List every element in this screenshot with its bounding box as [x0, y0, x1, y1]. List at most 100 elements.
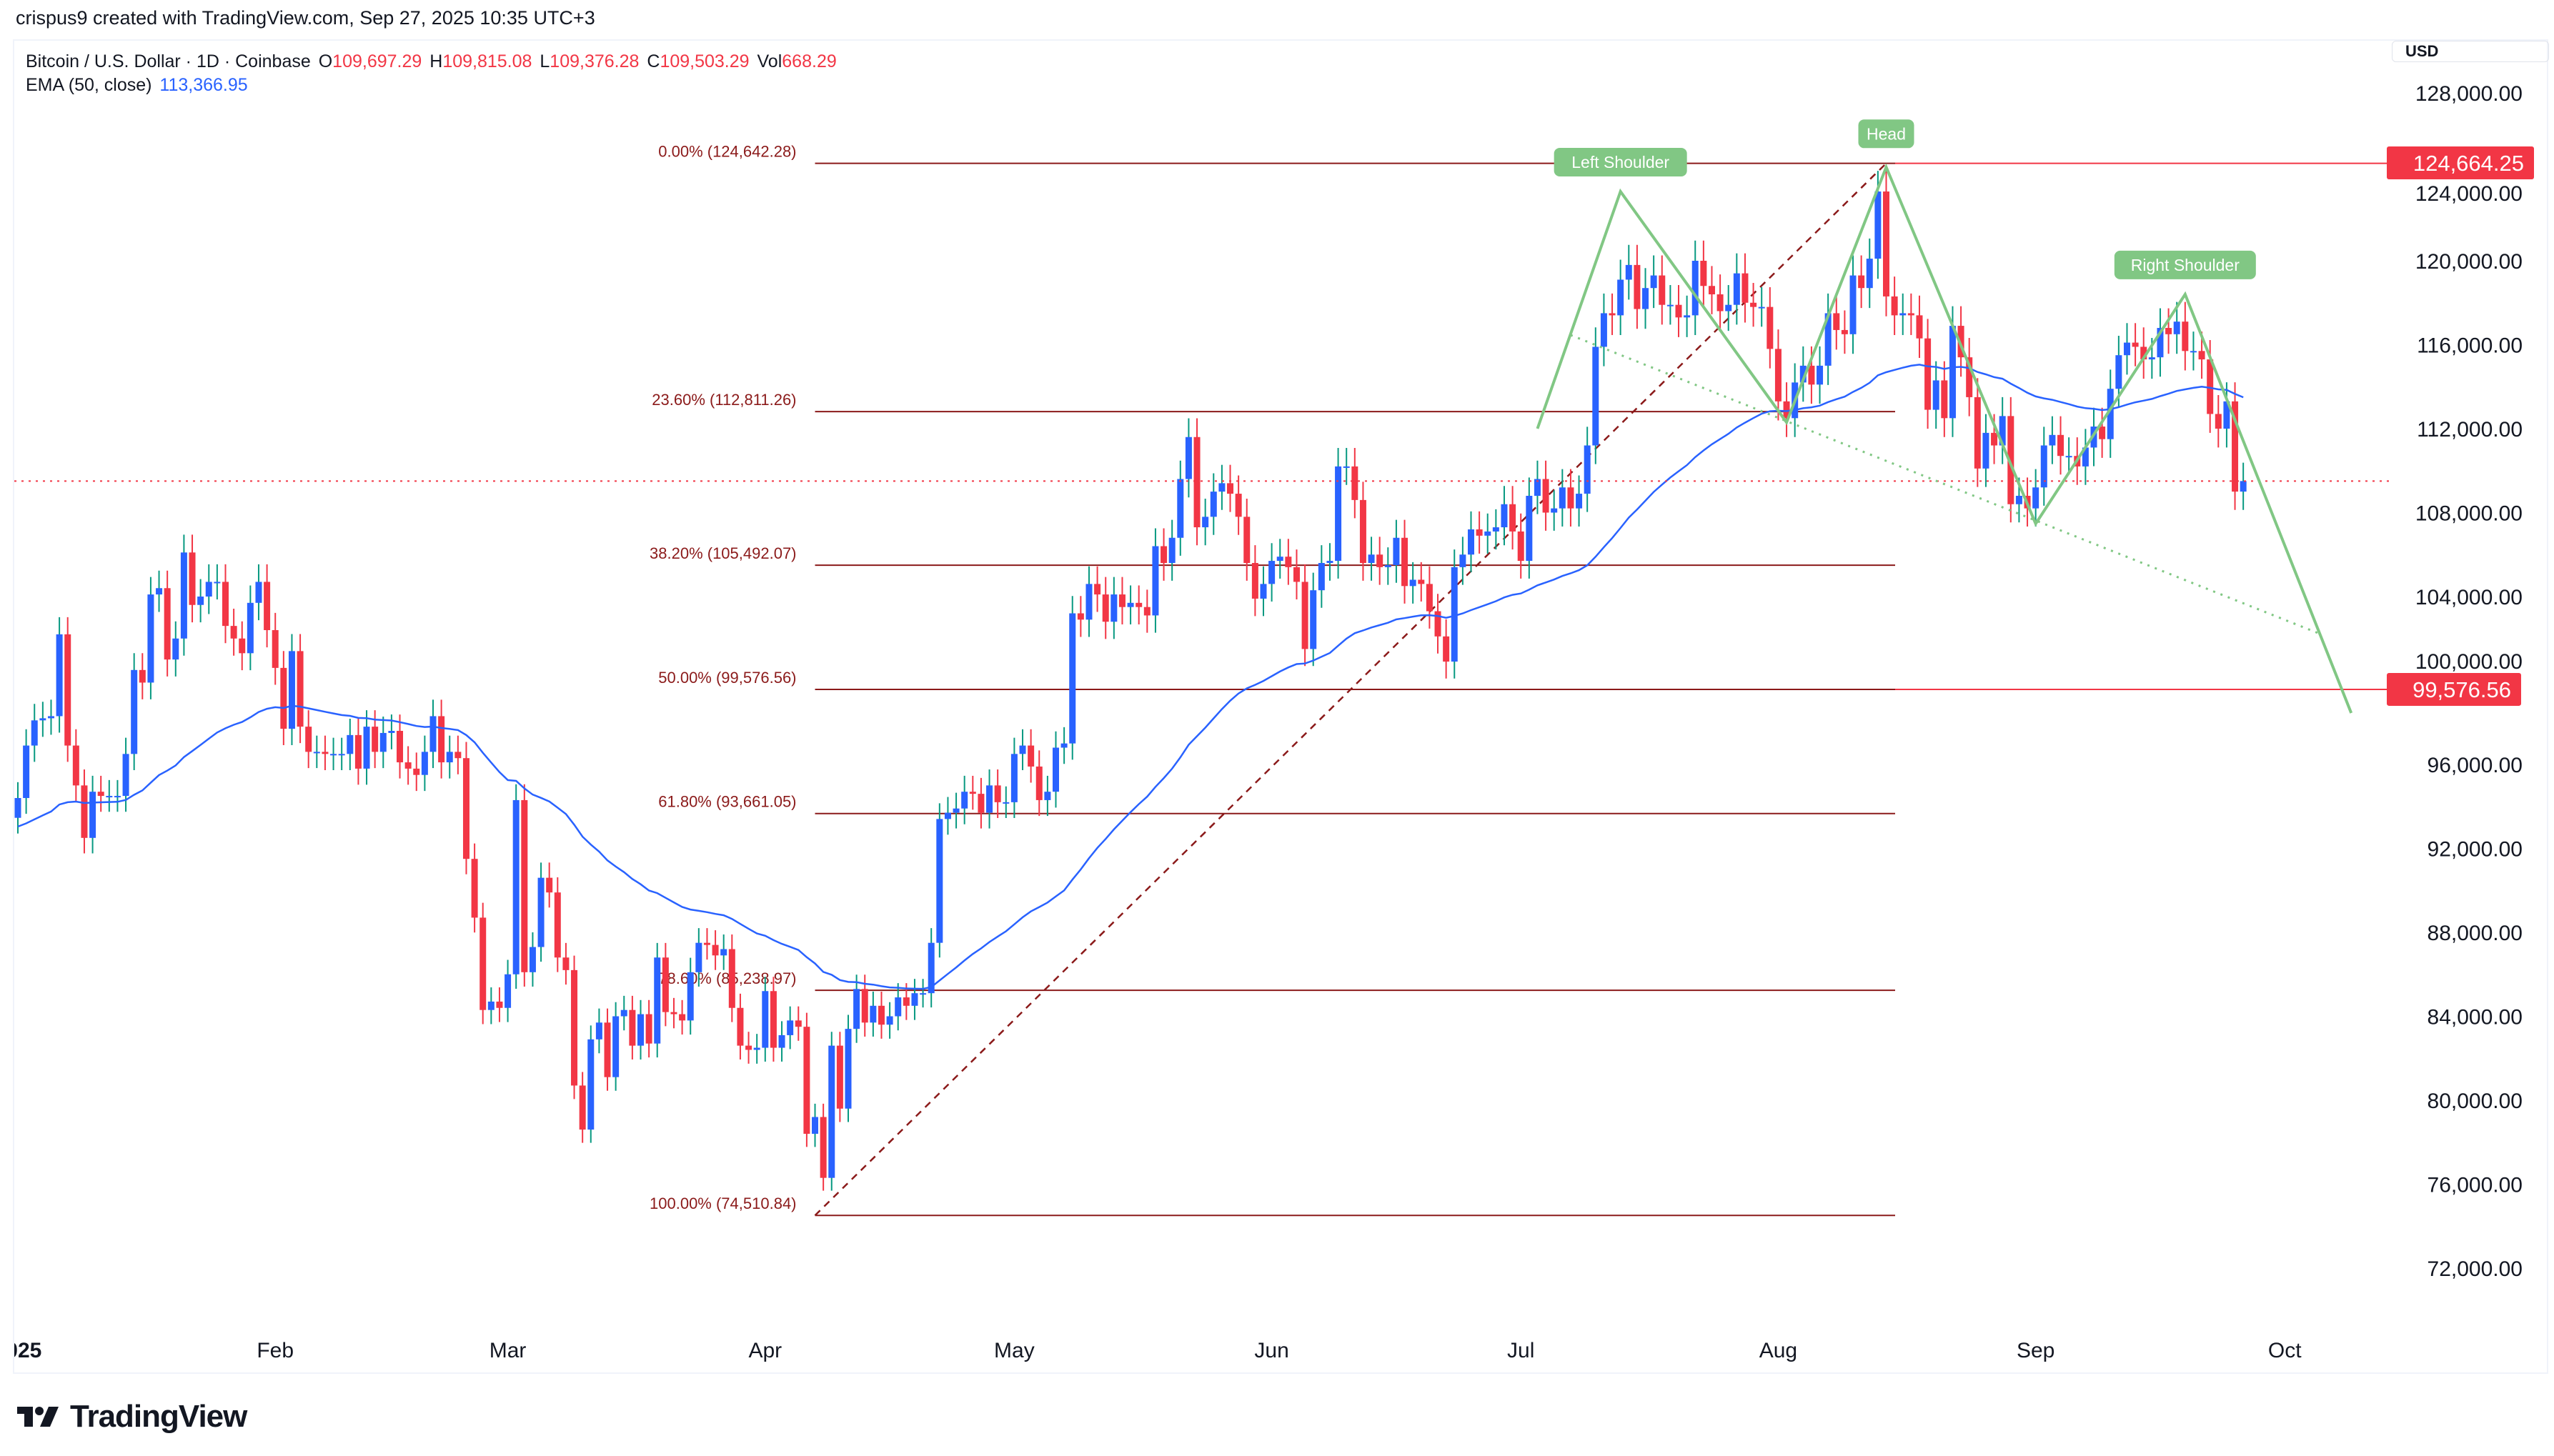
candle-down: [1841, 310, 1848, 354]
plot-area[interactable]: 0.00% (124,642.28) 23.60% (112,811.26) 38.…: [14, 119, 2392, 1217]
head-and-shoulders-pattern[interactable]: Left Shoulder Head Right Shoulder: [1536, 119, 2353, 714]
candle-body: [1085, 584, 1093, 620]
y-tick-label: 120,000.00: [2415, 250, 2523, 274]
candle-body: [247, 602, 254, 654]
candle-body: [1459, 554, 1466, 567]
candle-down: [2232, 382, 2239, 510]
candle-body: [1675, 304, 1682, 318]
y-tick-label: 88,000.00: [2428, 922, 2523, 945]
candle-body: [264, 582, 271, 630]
candle-body: [820, 1117, 827, 1178]
candle-down: [1858, 255, 1865, 309]
candle-up: [363, 710, 370, 785]
candle-body: [1152, 546, 1159, 616]
candle-body: [1899, 313, 1907, 316]
tradingview-logo[interactable]: TradingView: [17, 1399, 247, 1435]
candle-up: [787, 1006, 794, 1049]
fibonacci-retracement[interactable]: 0.00% (124,642.28) 23.60% (112,811.26) 38.…: [650, 143, 2392, 1217]
high-label: H: [429, 51, 443, 71]
symbol-title[interactable]: Bitcoin / U.S. Dollar · 1D · Coinbase: [26, 51, 311, 71]
currency-button[interactable]: USD: [2392, 41, 2549, 62]
candle-up: [1691, 240, 1699, 335]
candle-body: [462, 758, 469, 859]
candle-body: [1044, 792, 1051, 800]
candle-down: [1376, 537, 1383, 585]
candle-up: [1202, 499, 1209, 546]
candle-body: [272, 630, 279, 668]
candle-body: [2232, 401, 2239, 492]
candle-body: [421, 752, 428, 775]
candle-body: [1035, 766, 1043, 800]
candle-down: [703, 928, 710, 960]
neckline: [1570, 334, 2319, 634]
candle-body: [297, 651, 304, 727]
candle-up: [56, 617, 63, 733]
candle-down: [770, 977, 777, 1062]
candle-body: [1592, 346, 1599, 446]
candle-up: [512, 784, 520, 989]
candle-up: [114, 779, 121, 812]
y-axis[interactable]: 128,000.00 124,000.00 120,000.00 116,000.00…: [2415, 82, 2523, 1281]
x-tick-label: Mar: [490, 1339, 527, 1362]
candle-body: [1874, 191, 1882, 259]
candle-body: [114, 796, 121, 798]
candle-body: [1053, 747, 1059, 792]
candle-down: [878, 991, 885, 1039]
candles: [14, 171, 2247, 1191]
candle-down: [1634, 244, 1641, 329]
candle-down: [1251, 545, 1258, 617]
candle-body: [895, 997, 902, 1017]
x-axis[interactable]: 2025 Feb Mar Apr May Jun Jul Aug Sep Oct: [0, 1339, 2302, 1362]
candle-body: [1343, 466, 1350, 468]
candle-body: [1376, 554, 1383, 567]
candle-down: [1907, 293, 1914, 335]
candle-up: [1185, 418, 1192, 498]
open-label: O: [318, 51, 333, 71]
candle-down: [354, 718, 362, 785]
y-tick-label: 104,000.00: [2415, 586, 2523, 609]
candle-body: [239, 638, 246, 654]
candle-up: [1459, 537, 1466, 585]
candle-up: [1110, 577, 1118, 639]
candle-down: [1035, 750, 1043, 817]
candle-up: [1799, 346, 1807, 402]
candle-body: [1716, 294, 1724, 311]
candle-body: [1218, 483, 1226, 492]
candle-up: [1849, 255, 1857, 354]
candle-down: [1028, 729, 1035, 783]
candle-up: [1617, 259, 1624, 335]
candle-body: [961, 792, 968, 809]
y-tick-label: 108,000.00: [2415, 502, 2523, 526]
candle-body: [920, 993, 927, 995]
candle-body: [322, 752, 329, 754]
candle-down: [1161, 528, 1168, 581]
candle-down: [1434, 594, 1441, 654]
candle-body: [745, 1045, 752, 1050]
candle-up: [920, 979, 927, 1008]
candle-body: [670, 1012, 677, 1014]
candle-body: [438, 716, 445, 763]
candle-body: [1293, 567, 1300, 582]
candle-body: [637, 1014, 644, 1046]
candle-body: [571, 969, 578, 1086]
candle-body: [172, 638, 179, 660]
candle-body: [1817, 365, 1824, 385]
ohlc-legend: Bitcoin / U.S. Dollar · 1D · Coinbase O1…: [26, 50, 840, 74]
candle-up: [2032, 469, 2039, 527]
candle-down: [1783, 382, 1790, 437]
candle-body: [1251, 563, 1258, 599]
y-tick-label: 76,000.00: [2428, 1174, 2523, 1197]
candle-body: [454, 752, 462, 759]
ema-legend[interactable]: EMA (50, close) 113,366.95: [26, 74, 840, 97]
candle-up: [288, 634, 295, 746]
candle-body: [936, 819, 943, 943]
candle-body: [2115, 355, 2122, 389]
candle-body: [1883, 191, 1889, 296]
candle-body: [1426, 584, 1433, 612]
candle-down: [2007, 397, 2014, 523]
candle-up: [379, 717, 387, 769]
legend: Bitcoin / U.S. Dollar · 1D · Coinbase O1…: [26, 50, 840, 97]
price-tag-bg: [2387, 146, 2534, 179]
candle-up: [595, 1008, 602, 1054]
